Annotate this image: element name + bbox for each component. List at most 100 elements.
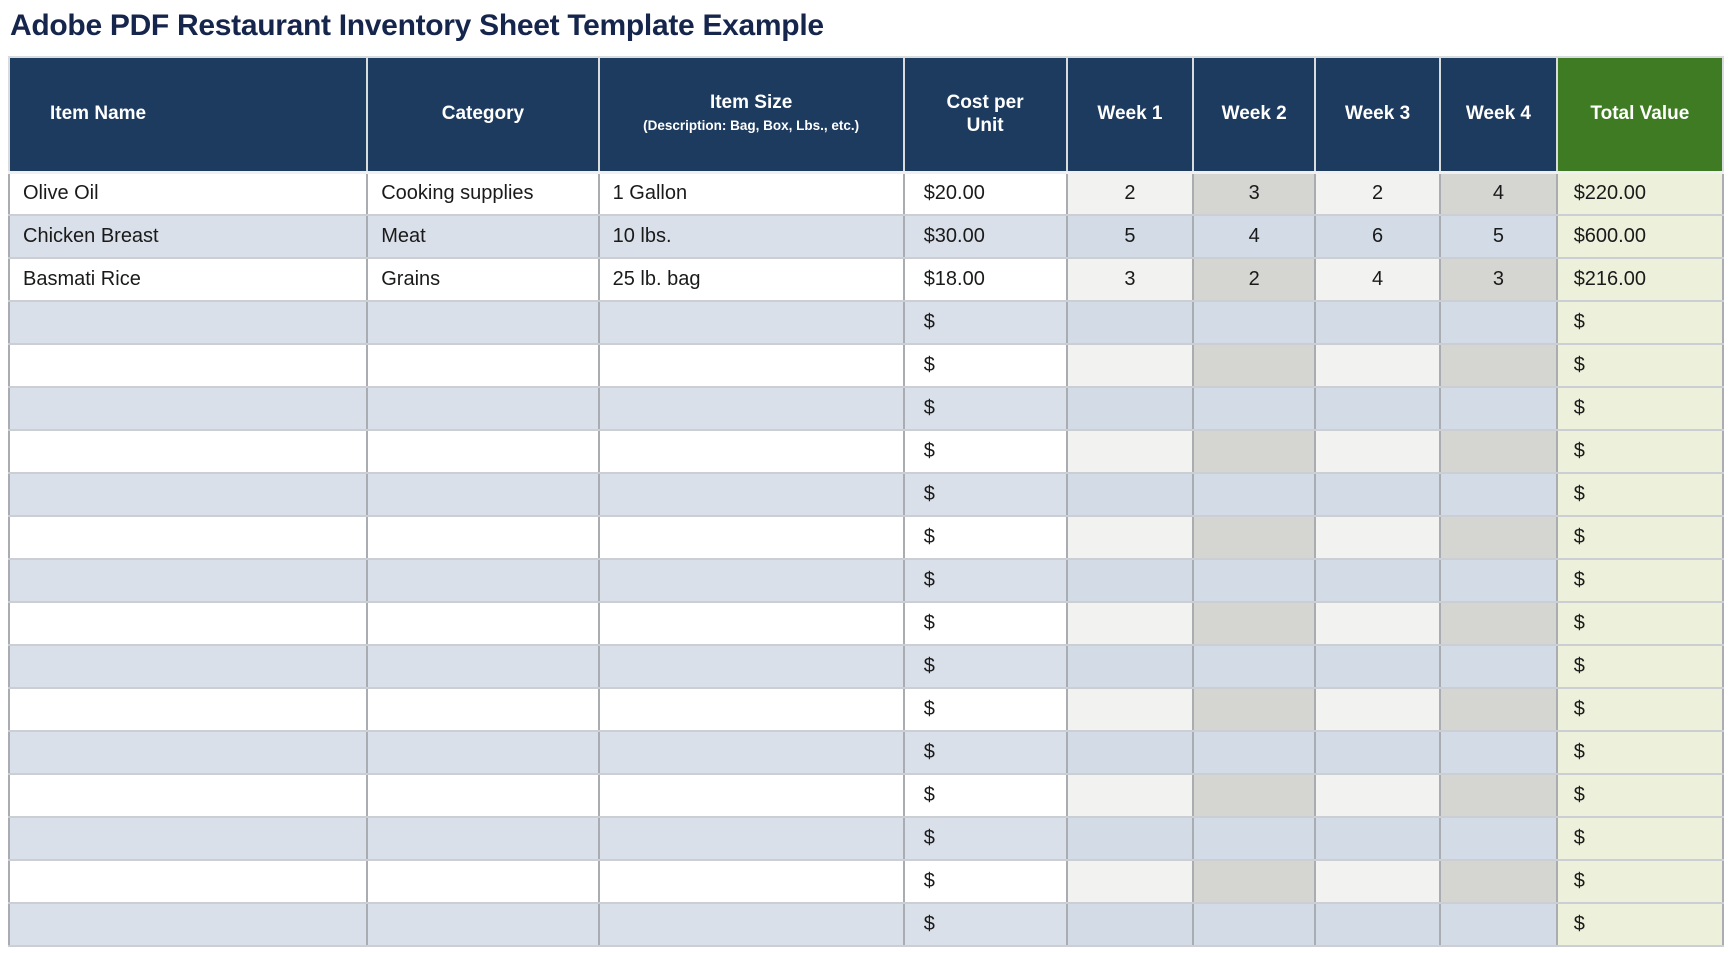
item-name-cell	[7, 300, 369, 345]
total-value-cell: $	[1555, 343, 1725, 388]
item-size-cell	[597, 429, 905, 474]
item-size-cell	[597, 902, 905, 947]
week-4-cell	[1439, 902, 1558, 947]
item-size-cell	[597, 816, 905, 861]
week-2-cell	[1192, 902, 1317, 947]
category-cell	[366, 300, 600, 345]
week-2-cell	[1192, 859, 1317, 904]
category-cell: Cooking supplies	[366, 171, 600, 216]
item-size-cell	[597, 386, 905, 431]
item-size-cell	[597, 859, 905, 904]
week-2-cell	[1192, 472, 1317, 517]
category-cell	[366, 902, 600, 947]
item-name-cell	[7, 730, 369, 775]
week-4-cell	[1439, 601, 1558, 646]
week-4-cell	[1439, 859, 1558, 904]
item-size-cell	[597, 515, 905, 560]
item-size-cell	[597, 558, 905, 603]
table-row: $ $	[7, 386, 1725, 431]
week-4-cell	[1439, 558, 1558, 603]
cost-per-unit-cell: $	[902, 515, 1068, 560]
week-3-cell	[1314, 730, 1442, 775]
table-row: $ $	[7, 773, 1725, 818]
week-1-cell	[1065, 902, 1195, 947]
table-row: Basmati Rice Grains 25 lb. bag $18.00 3 2 4 3 $2…	[7, 257, 1725, 302]
item-name-cell: Chicken Breast	[7, 214, 369, 259]
item-size-cell: 10 lbs.	[597, 214, 905, 259]
week-3-cell	[1314, 386, 1442, 431]
week-2-cell: 3	[1192, 171, 1317, 216]
week-4-cell	[1439, 515, 1558, 560]
cost-per-unit-cell: $	[902, 472, 1068, 517]
week-3-cell	[1314, 902, 1442, 947]
col-header-item-name: Item Name	[7, 56, 369, 174]
cost-per-unit-cell: $	[902, 644, 1068, 689]
item-size-cell: 25 lb. bag	[597, 257, 905, 302]
week-3-cell	[1314, 515, 1442, 560]
total-value-cell: $	[1555, 644, 1725, 689]
col-header-week-4: Week 4	[1439, 56, 1558, 174]
item-name-cell	[7, 816, 369, 861]
week-2-cell	[1192, 644, 1317, 689]
week-1-cell	[1065, 644, 1195, 689]
category-cell	[366, 472, 600, 517]
table-row: $ $	[7, 816, 1725, 861]
item-name-cell	[7, 429, 369, 474]
week-2-cell	[1192, 558, 1317, 603]
total-value-cell: $	[1555, 687, 1725, 732]
category-cell: Meat	[366, 214, 600, 259]
item-name-cell	[7, 902, 369, 947]
item-name-cell	[7, 644, 369, 689]
item-name-cell	[7, 558, 369, 603]
total-value-cell: $	[1555, 558, 1725, 603]
total-value-cell: $216.00	[1555, 257, 1725, 302]
week-3-cell	[1314, 343, 1442, 388]
week-4-cell: 3	[1439, 257, 1558, 302]
week-1-cell: 5	[1065, 214, 1195, 259]
category-cell	[366, 773, 600, 818]
table-row: $ $	[7, 902, 1725, 947]
category-cell: Grains	[366, 257, 600, 302]
header-row: Item Name Category Item Size (Descriptio…	[7, 56, 1725, 174]
col-header-week-1: Week 1	[1065, 56, 1195, 174]
total-value-cell: $	[1555, 773, 1725, 818]
week-1-cell	[1065, 472, 1195, 517]
week-2-cell	[1192, 515, 1317, 560]
category-cell	[366, 730, 600, 775]
cost-per-unit-cell: $	[902, 902, 1068, 947]
col-header-category: Category	[366, 56, 600, 174]
total-value-cell: $	[1555, 730, 1725, 775]
week-3-cell	[1314, 644, 1442, 689]
item-name-cell	[7, 601, 369, 646]
week-4-cell	[1439, 343, 1558, 388]
week-4-cell	[1439, 429, 1558, 474]
table-row: $ $	[7, 472, 1725, 517]
table-row: Olive Oil Cooking supplies 1 Gallon $20.00 2…	[7, 171, 1725, 216]
category-cell	[366, 816, 600, 861]
total-value-cell: $	[1555, 515, 1725, 560]
category-cell	[366, 343, 600, 388]
week-4-cell: 4	[1439, 171, 1558, 216]
cost-per-unit-cell: $	[902, 601, 1068, 646]
category-cell	[366, 601, 600, 646]
total-value-cell: $	[1555, 472, 1725, 517]
week-1-cell	[1065, 773, 1195, 818]
table-row: $ $	[7, 343, 1725, 388]
week-4-cell	[1439, 300, 1558, 345]
item-name-cell	[7, 472, 369, 517]
inventory-table: Item Name Category Item Size (Descriptio…	[7, 56, 1725, 947]
total-value-cell: $600.00	[1555, 214, 1725, 259]
category-cell	[366, 515, 600, 560]
week-2-cell	[1192, 386, 1317, 431]
item-size-cell: 1 Gallon	[597, 171, 905, 216]
cost-per-unit-cell: $	[902, 816, 1068, 861]
cost-per-unit-cell: $18.00	[902, 257, 1068, 302]
table-row: $ $	[7, 859, 1725, 904]
item-size-sublabel: (Description: Bag, Box, Lbs., etc.)	[643, 118, 860, 134]
item-size-cell	[597, 687, 905, 732]
week-2-cell	[1192, 601, 1317, 646]
item-size-cell	[597, 343, 905, 388]
table-row: $ $	[7, 300, 1725, 345]
week-4-cell	[1439, 730, 1558, 775]
cost-per-unit-cell: $20.00	[902, 171, 1068, 216]
